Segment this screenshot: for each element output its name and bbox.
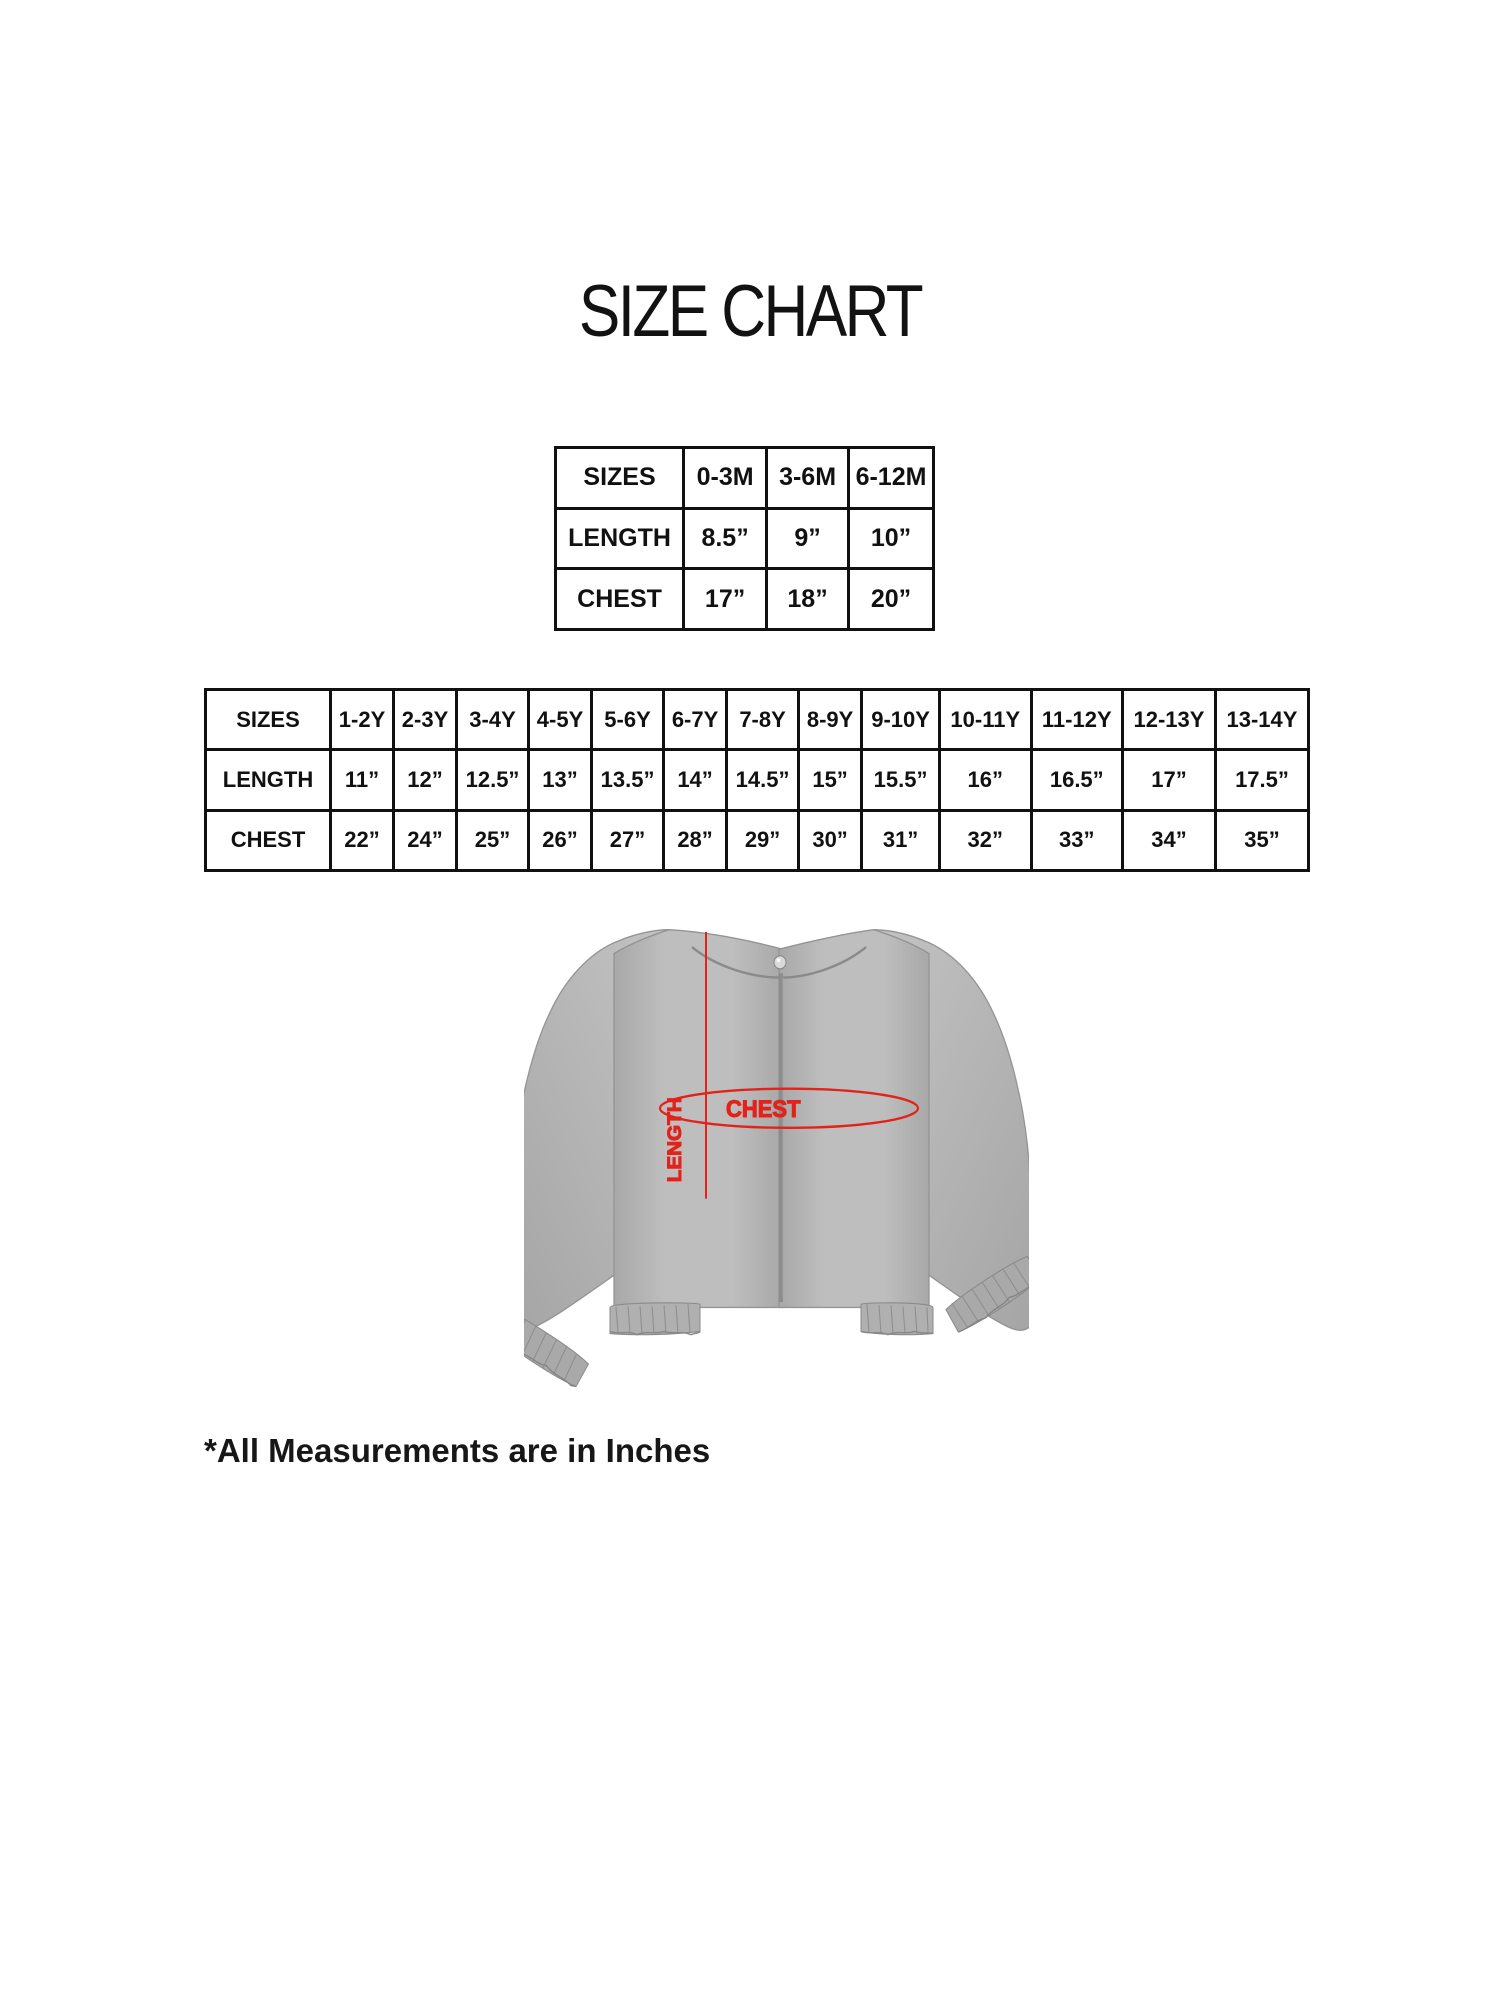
svg-text:CHEST: CHEST — [726, 1095, 801, 1122]
svg-text:LENGTH: LENGTH — [665, 1097, 686, 1182]
